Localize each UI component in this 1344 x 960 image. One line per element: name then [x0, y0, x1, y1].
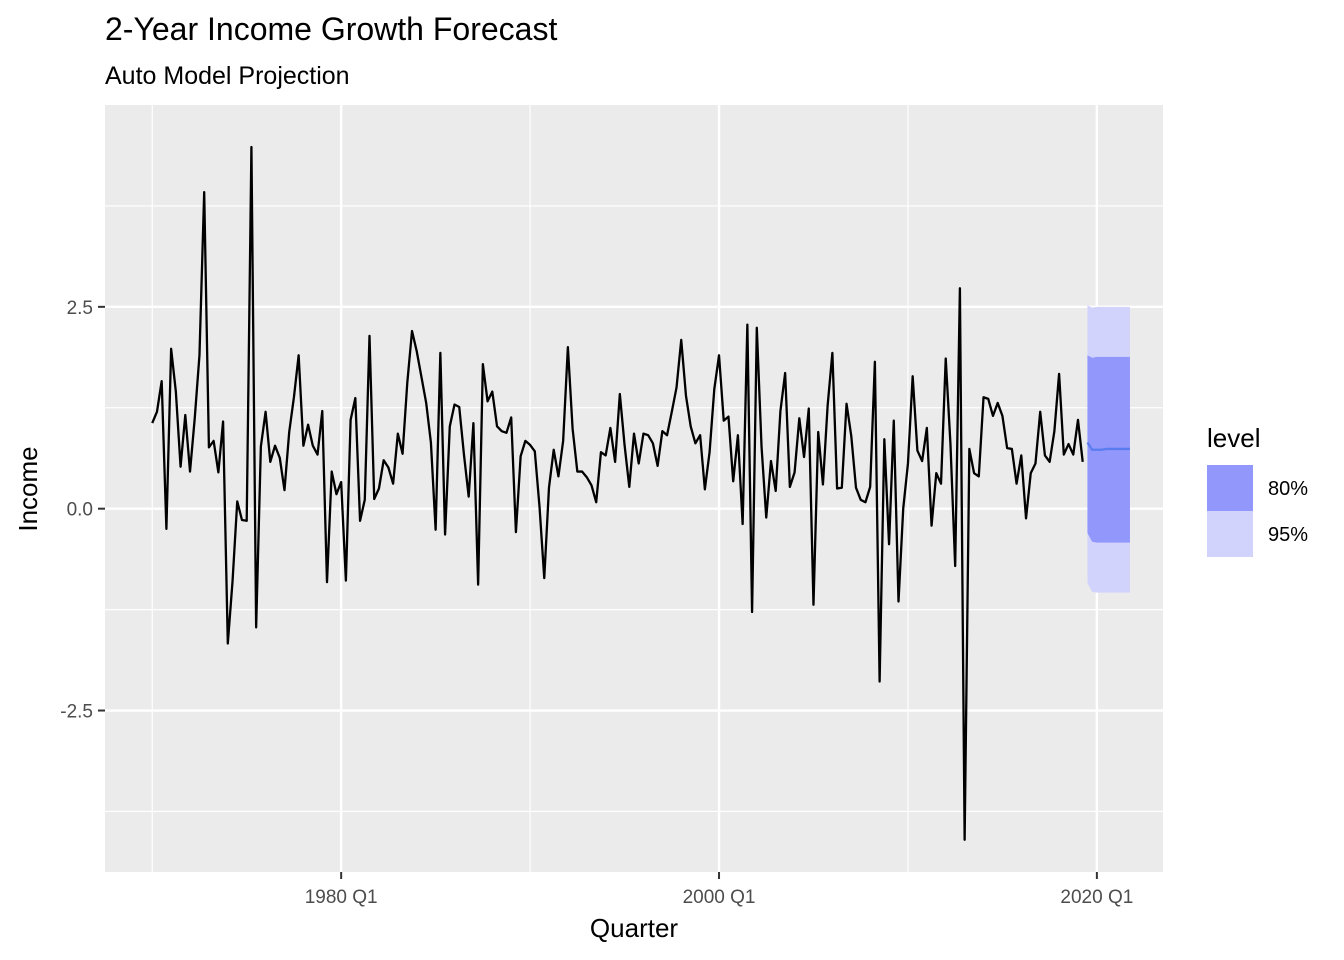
legend-key-95: [1207, 511, 1253, 557]
legend-label: 80%: [1268, 478, 1308, 500]
y-tick-label: 2.5: [67, 298, 93, 319]
legend-key-80: [1207, 465, 1253, 511]
forecast-mean-line: [1086, 441, 1130, 451]
y-axis-title: Income: [13, 446, 43, 531]
plot-panel: [105, 105, 1163, 872]
chart-title: 2-Year Income Growth Forecast: [105, 11, 557, 47]
x-tick-label: 2000 Q1: [683, 887, 756, 908]
series-lines: [151, 145, 1130, 841]
legend: level 80% 95%: [1207, 423, 1308, 557]
legend-label: 95%: [1268, 524, 1308, 546]
x-axis-title: Quarter: [590, 913, 678, 943]
chart-subtitle: Auto Model Projection: [105, 62, 350, 90]
y-axis: 2.5 0.0 -2.5: [60, 298, 105, 723]
y-tick-label: -2.5: [60, 702, 93, 723]
y-tick-label: 0.0: [67, 500, 93, 521]
x-axis: 1980 Q1 2000 Q1 2020 Q1: [305, 872, 1133, 908]
history-line: [151, 145, 1084, 841]
legend-title: level: [1207, 423, 1260, 453]
minor-gridlines: [105, 105, 1163, 872]
x-tick-label: 2020 Q1: [1060, 887, 1133, 908]
x-tick-label: 1980 Q1: [305, 887, 378, 908]
major-gridlines: [105, 105, 1163, 872]
